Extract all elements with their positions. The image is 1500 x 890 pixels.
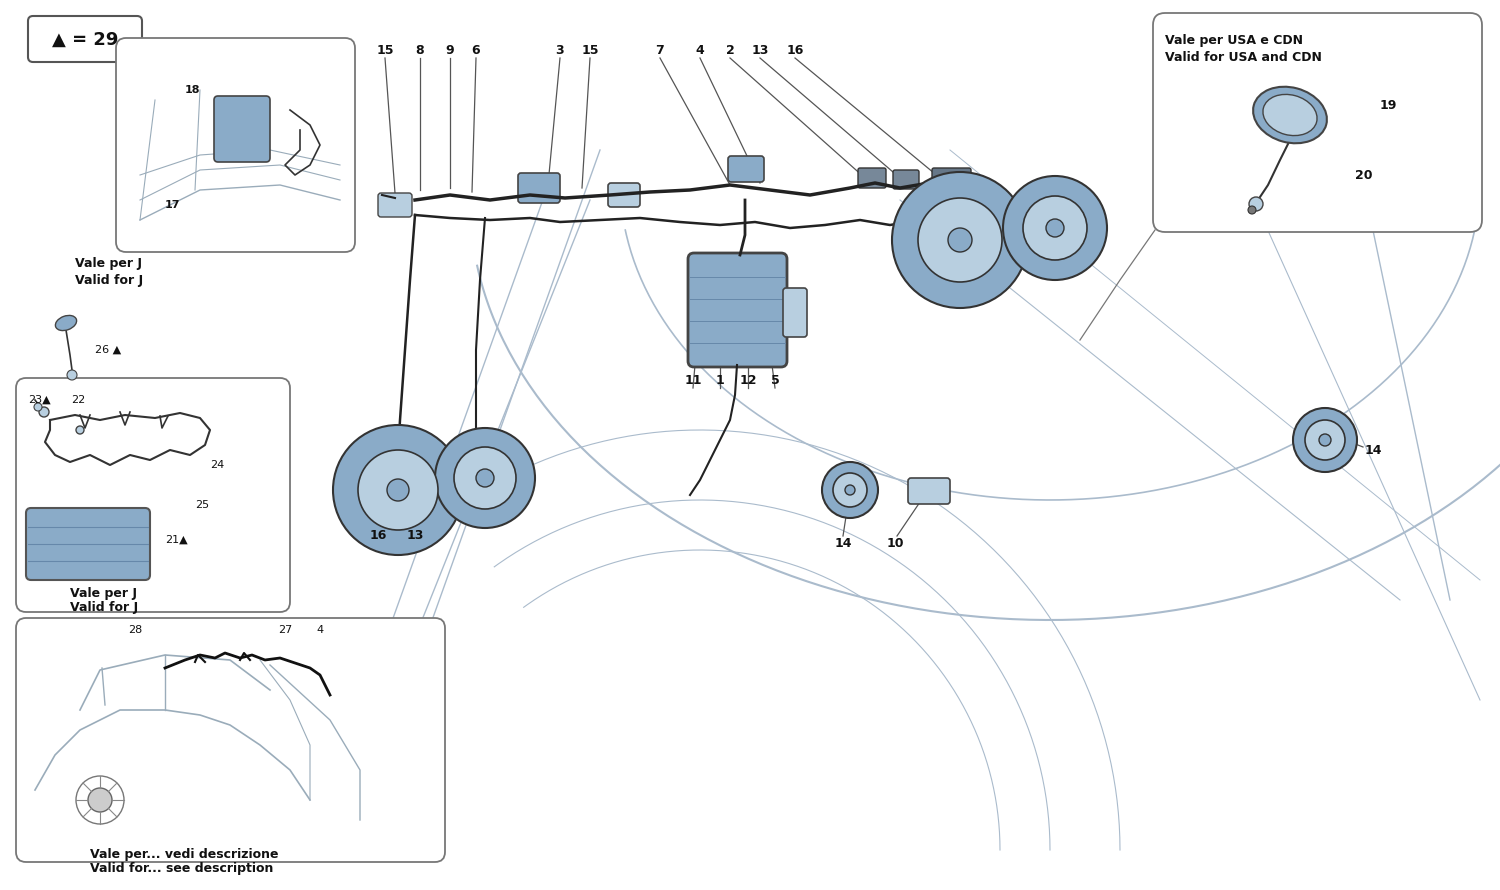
Text: 22: 22	[70, 395, 86, 405]
Ellipse shape	[56, 315, 76, 330]
Text: 4: 4	[696, 44, 705, 56]
Text: 2: 2	[726, 44, 735, 56]
Text: 13: 13	[406, 529, 423, 541]
Circle shape	[34, 403, 42, 411]
FancyBboxPatch shape	[728, 156, 764, 182]
Text: 15: 15	[580, 44, 598, 56]
Text: 26 ▲: 26 ▲	[94, 345, 122, 355]
Text: 14: 14	[834, 537, 852, 549]
Circle shape	[76, 426, 84, 434]
FancyBboxPatch shape	[16, 618, 445, 862]
Circle shape	[88, 788, 112, 812]
Text: 11: 11	[684, 374, 702, 386]
Text: 15: 15	[376, 44, 393, 56]
Text: 20: 20	[1354, 168, 1372, 182]
Text: 3: 3	[555, 44, 564, 56]
Text: 10: 10	[886, 537, 903, 549]
Text: 8: 8	[416, 44, 424, 56]
Text: 9: 9	[446, 44, 454, 56]
Circle shape	[76, 776, 125, 824]
Circle shape	[435, 428, 536, 528]
Circle shape	[833, 473, 867, 507]
Text: 16: 16	[786, 44, 804, 56]
Circle shape	[454, 447, 516, 509]
FancyBboxPatch shape	[688, 253, 788, 367]
Text: 28: 28	[128, 625, 142, 635]
Text: 27: 27	[278, 625, 292, 635]
Circle shape	[1293, 408, 1358, 472]
Circle shape	[1318, 434, 1330, 446]
Circle shape	[387, 479, 410, 501]
Text: 6: 6	[471, 44, 480, 56]
FancyBboxPatch shape	[892, 170, 920, 189]
FancyBboxPatch shape	[16, 378, 290, 612]
Text: ▲ = 29: ▲ = 29	[53, 31, 118, 49]
Text: 12: 12	[740, 374, 756, 386]
Circle shape	[1046, 219, 1064, 237]
Text: 23▲: 23▲	[28, 395, 51, 405]
Text: 1: 1	[716, 374, 724, 386]
Text: Valid for J: Valid for J	[75, 273, 142, 287]
Ellipse shape	[1263, 94, 1317, 135]
FancyBboxPatch shape	[26, 508, 150, 580]
Circle shape	[1023, 196, 1088, 260]
Circle shape	[1250, 197, 1263, 211]
FancyBboxPatch shape	[908, 478, 950, 504]
Text: Vale per J: Vale per J	[70, 587, 136, 600]
FancyBboxPatch shape	[1154, 13, 1482, 232]
Circle shape	[62, 762, 138, 838]
Circle shape	[68, 370, 76, 380]
Text: Valid for J: Valid for J	[70, 601, 138, 613]
Text: Vale per J: Vale per J	[75, 256, 142, 270]
Text: Vale per USA e CDN: Vale per USA e CDN	[1166, 34, 1304, 46]
FancyBboxPatch shape	[378, 193, 412, 217]
Circle shape	[844, 485, 855, 495]
Circle shape	[476, 469, 494, 487]
Text: 16: 16	[369, 529, 387, 541]
Circle shape	[358, 450, 438, 530]
Text: Vale per... vedi descrizione: Vale per... vedi descrizione	[90, 847, 279, 861]
Text: 19: 19	[1380, 99, 1398, 111]
Text: 24: 24	[210, 460, 225, 470]
Circle shape	[892, 172, 1028, 308]
Circle shape	[1004, 176, 1107, 280]
FancyBboxPatch shape	[858, 168, 886, 188]
Text: 14: 14	[1365, 443, 1383, 457]
Circle shape	[948, 228, 972, 252]
Text: 13: 13	[752, 44, 768, 56]
FancyBboxPatch shape	[28, 16, 142, 62]
Text: Valid for USA and CDN: Valid for USA and CDN	[1166, 51, 1322, 63]
Text: Valid for... see description: Valid for... see description	[90, 862, 273, 875]
Circle shape	[39, 407, 50, 417]
Text: 5: 5	[771, 374, 780, 386]
FancyBboxPatch shape	[518, 173, 560, 203]
Text: 7: 7	[656, 44, 664, 56]
Circle shape	[918, 198, 1002, 282]
Ellipse shape	[1252, 86, 1328, 143]
Circle shape	[822, 462, 878, 518]
FancyBboxPatch shape	[608, 183, 640, 207]
Text: 25: 25	[195, 500, 208, 510]
FancyBboxPatch shape	[116, 38, 356, 252]
Text: 17: 17	[165, 200, 180, 210]
Text: 21▲: 21▲	[165, 535, 188, 545]
FancyBboxPatch shape	[214, 96, 270, 162]
Text: 4: 4	[316, 625, 324, 635]
Text: 18: 18	[184, 85, 200, 95]
Circle shape	[1305, 420, 1346, 460]
FancyBboxPatch shape	[932, 168, 970, 186]
Circle shape	[333, 425, 464, 555]
FancyBboxPatch shape	[783, 288, 807, 337]
Circle shape	[1248, 206, 1256, 214]
